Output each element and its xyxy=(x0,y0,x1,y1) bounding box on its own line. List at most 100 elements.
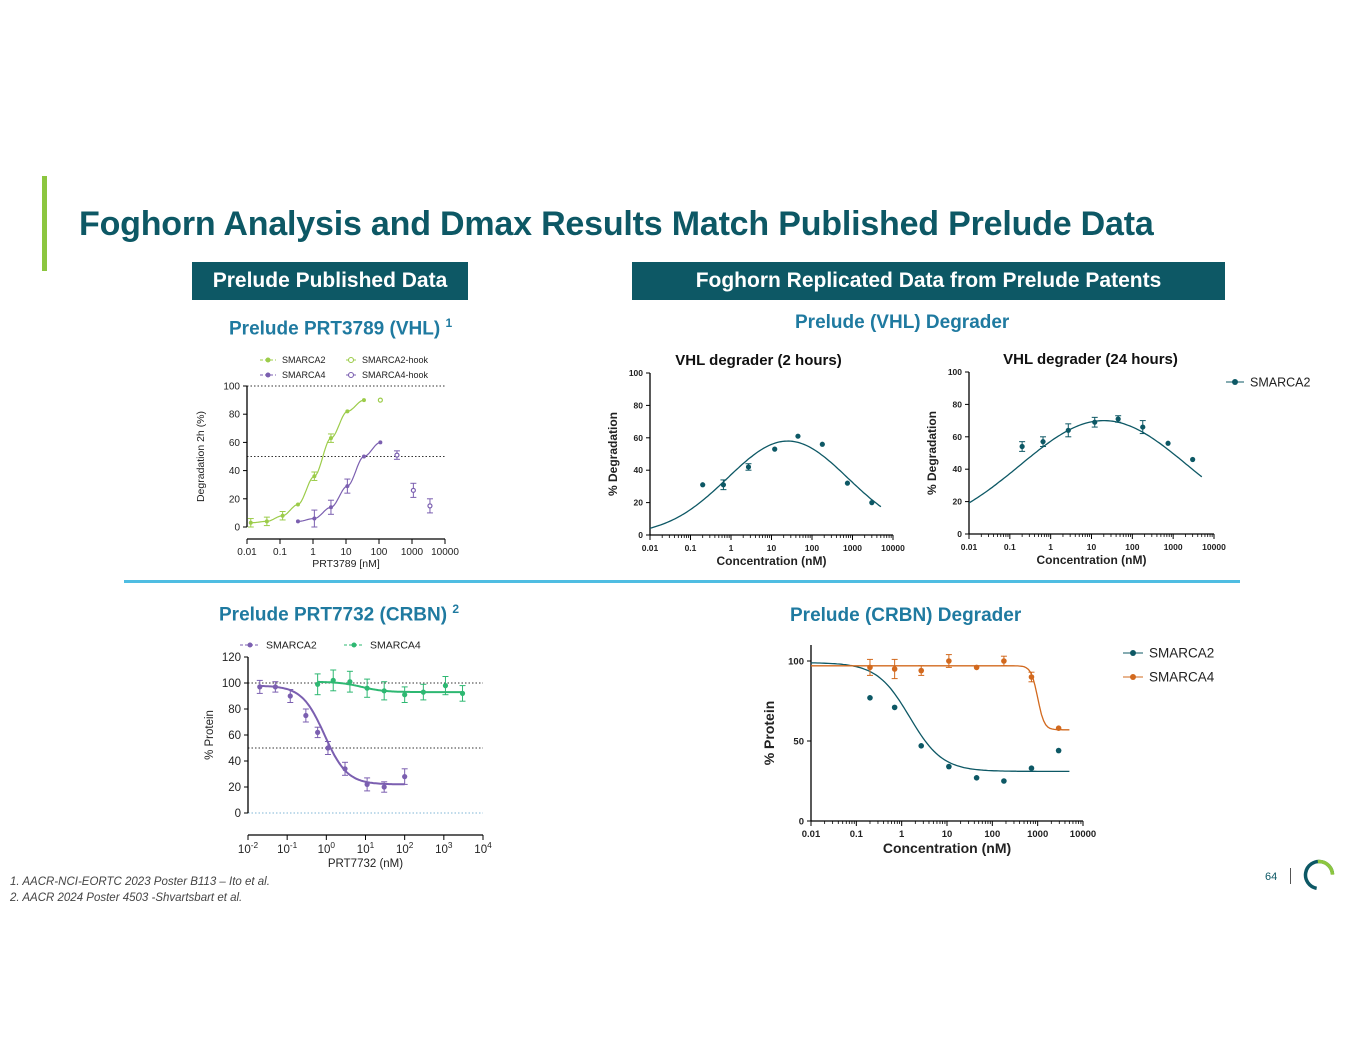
data-point xyxy=(402,774,408,780)
legend-label: SMARCA2 xyxy=(1149,646,1214,661)
x-tick-label: 100 xyxy=(1125,542,1139,552)
subtitle-crbn-degrader: Prelude (CRBN) Degrader xyxy=(790,605,1022,626)
data-point xyxy=(795,433,801,439)
series-smarca4-hook xyxy=(393,450,433,514)
data-point xyxy=(330,677,336,683)
data-point xyxy=(1092,419,1098,425)
x-tick-label: 10-2 xyxy=(238,841,259,856)
fit-curve xyxy=(259,684,405,786)
y-tick-label: 80 xyxy=(229,410,241,421)
x-tick-label: 101 xyxy=(357,841,375,856)
data-point xyxy=(364,781,370,787)
data-point xyxy=(918,743,925,749)
y-tick-label: 60 xyxy=(229,438,241,449)
data-point xyxy=(345,484,350,489)
y-tick-label: 40 xyxy=(953,464,963,474)
data-point xyxy=(345,409,350,414)
footnote-2: 2. AACR 2024 Poster 4503 -Shvartsbart et… xyxy=(10,892,243,904)
y-tick-label: 40 xyxy=(228,756,241,768)
legend-item-smarca4: SMARCA4 xyxy=(1123,670,1215,685)
data-point xyxy=(844,480,851,486)
data-point xyxy=(328,436,333,441)
x-tick-label: 103 xyxy=(435,841,453,856)
page-number-separator xyxy=(1290,868,1291,884)
y-axis-label: % Degradation xyxy=(925,411,939,495)
x-axis-label: PRT3789 [nM] xyxy=(312,558,380,570)
x-tick-label: 100 xyxy=(371,547,388,558)
legend-marker xyxy=(247,642,253,648)
y-tick-label: 80 xyxy=(953,399,963,409)
y-tick-label: 20 xyxy=(228,782,241,794)
data-point xyxy=(377,397,383,403)
data-point xyxy=(1001,658,1007,664)
footnote-1: 1. AACR-NCI-EORTC 2023 Poster B113 – Ito… xyxy=(10,876,270,888)
x-tick-label: 10 xyxy=(942,829,953,840)
data-point xyxy=(361,398,366,403)
x-tick-label: 0.1 xyxy=(273,547,287,558)
y-tick-label: 120 xyxy=(222,652,241,664)
legend-marker xyxy=(347,356,355,364)
subtitle-prt3789-ref: 1 xyxy=(445,316,453,330)
data-point xyxy=(315,729,321,735)
chart-prt3789: 0 20 40 60 80 100 0.01 0.1 1 10 100 1000 10000 PRT378… xyxy=(195,355,459,570)
subtitle-prt3789: Prelude PRT3789 (VHL) 1 xyxy=(229,316,452,340)
x-tick-label: 10000 xyxy=(1202,542,1226,552)
series-smarca2 xyxy=(247,398,366,528)
legend-item-smarca2: SMARCA2 xyxy=(1226,375,1310,389)
legend-label: SMARCA4 xyxy=(1149,670,1215,685)
legend-marker xyxy=(347,371,355,379)
data-point xyxy=(312,516,317,521)
x-tick-label: 1 xyxy=(1048,542,1053,552)
y-tick-label: 40 xyxy=(229,466,241,477)
x-tick-label: 100 xyxy=(984,829,1000,840)
foghorn-logo-icon xyxy=(1303,859,1335,891)
slide-title: Foghorn Analysis and Dmax Results Match … xyxy=(79,205,1154,243)
x-tick-label: 0.01 xyxy=(802,829,821,840)
banner-published-data: Prelude Published Data xyxy=(192,262,468,300)
data-point xyxy=(946,658,952,664)
legend-item-smarca2: SMARCA2 xyxy=(1123,646,1214,661)
y-tick-label: 80 xyxy=(228,704,241,716)
x-tick-label: 0.01 xyxy=(961,542,978,552)
chart-crbn: 0 50 100 0.01 0.1 1 10 100 1000 10000 Concentratio… xyxy=(761,645,1215,856)
y-tick-label: 40 xyxy=(634,465,644,475)
fit-curve xyxy=(297,441,381,522)
y-tick-label: 100 xyxy=(788,656,804,667)
data-point xyxy=(1028,674,1035,680)
y-tick-label: 100 xyxy=(222,678,241,690)
y-axis-label: Degradation 2h (%) xyxy=(195,411,207,502)
chart-vhl-24h: 0 20 40 60 80 100 0.01 0.1 1 10 100 1000 10000 Concen… xyxy=(925,351,1310,567)
subtitle-prt7732: Prelude PRT7732 (CRBN) 2 xyxy=(219,602,459,626)
data-point xyxy=(342,766,348,772)
legend-label: SMARCA2 xyxy=(266,640,317,652)
y-axis-label: % Degradation xyxy=(606,412,620,496)
x-tick-label: 102 xyxy=(396,841,414,856)
data-point xyxy=(700,482,706,488)
chart-prt7732: 0 20 40 60 80 100 120 10-2 10-1 100 101 102 103 104 PR… xyxy=(204,640,492,870)
data-point xyxy=(819,441,825,447)
x-tick-label: 104 xyxy=(474,841,492,856)
data-point xyxy=(745,464,752,470)
data-point xyxy=(402,692,408,698)
data-point xyxy=(328,505,333,510)
x-tick-label: 10 xyxy=(340,547,352,558)
data-point xyxy=(918,667,925,674)
data-point xyxy=(364,685,370,691)
data-point xyxy=(442,683,449,689)
x-tick-label: 0.1 xyxy=(685,543,697,553)
y-tick-label: 20 xyxy=(229,494,241,505)
legend-label: SMARCA4-hook xyxy=(362,370,429,380)
y-tick-label: 0 xyxy=(234,523,240,534)
y-tick-label: 0 xyxy=(235,808,241,820)
data-point xyxy=(381,688,387,694)
x-axis-label: Concentration (nM) xyxy=(1037,553,1147,567)
x-tick-label: 10 xyxy=(1087,542,1097,552)
fit-curve xyxy=(317,680,463,694)
legend-item-smarca2: SMARCA2 xyxy=(240,640,317,652)
data-point xyxy=(420,689,426,695)
data-point xyxy=(459,690,466,696)
legend-item-smarca2: SMARCA2 xyxy=(260,355,326,365)
data-point xyxy=(1040,439,1046,445)
data-point xyxy=(295,519,300,524)
x-tick-label: 0.1 xyxy=(850,829,864,840)
